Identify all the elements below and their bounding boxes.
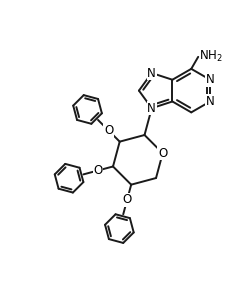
Text: N: N — [205, 73, 214, 86]
Text: O: O — [93, 164, 102, 177]
Text: NH$_2$: NH$_2$ — [198, 49, 222, 64]
Text: N: N — [147, 102, 156, 115]
Text: O: O — [122, 194, 131, 206]
Text: O: O — [104, 124, 113, 137]
Text: N: N — [205, 95, 214, 108]
Text: O: O — [158, 147, 167, 160]
Text: N: N — [147, 67, 156, 79]
